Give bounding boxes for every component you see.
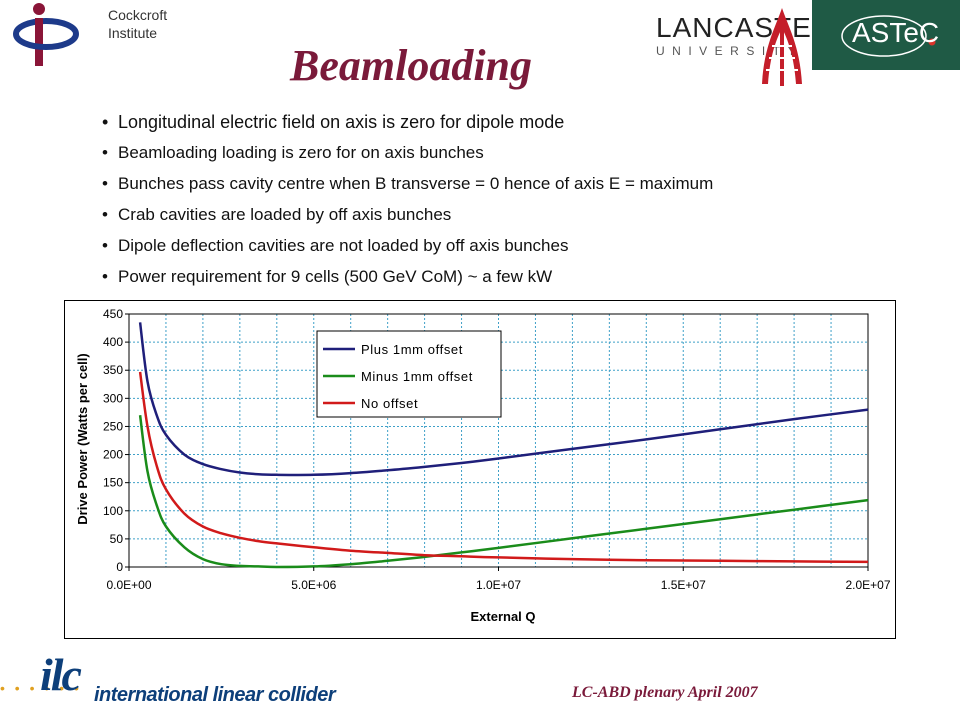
ilc-logo: ilc: [40, 649, 82, 700]
bullet-text: Bunches pass cavity centre when B transv…: [118, 174, 714, 193]
astec-label: ASTeC: [852, 17, 940, 48]
x-tick-label: 1.0E+07: [476, 578, 521, 592]
page-title: Beamloading: [290, 41, 533, 90]
ilc-dots-decoration: • • • • • •: [0, 680, 82, 696]
y-axis-label: Drive Power (Watts per cell): [75, 353, 90, 524]
chart-frame: 0 50 100 150 200 250 300 350 400 450 0.0E+00 5.0E+0…: [64, 300, 896, 639]
y-tick-label: 100: [103, 504, 123, 518]
lancaster-logo-text: LANCASTER UNIVERSITY: [656, 12, 834, 59]
bullet-item: • Crab cavities are loaded by off axis bu…: [102, 205, 452, 224]
y-tick-label: 350: [103, 363, 123, 377]
bullet-text: Longitudinal electric field on axis is z…: [118, 112, 565, 132]
y-tick-label: 400: [103, 335, 123, 349]
ilc-name: international linear collider: [94, 684, 336, 706]
y-tick-label: 0: [116, 560, 123, 574]
x-tick-label: 2.0E+07: [845, 578, 890, 592]
cockcroft-institute-logo: [13, 3, 79, 66]
chart-series-layer: [138, 322, 869, 569]
astec-swoosh-icon: [841, 15, 936, 57]
bullet-list: • Longitudinal electric field on axis is …: [102, 108, 922, 294]
x-axis-label: External Q: [470, 609, 535, 624]
y-tick-label: 450: [103, 307, 123, 321]
bullet-text: Beamloading loading is zero for on axis …: [118, 143, 484, 162]
y-tick-label: 200: [103, 448, 123, 462]
cockcroft-institute-label: Cockcroft Institute: [108, 6, 167, 42]
bullet-text: Dipole deflection cavities are not loade…: [118, 236, 569, 255]
drive-power-chart: 0 50 100 150 200 250 300 350 400 450 0.0E+00 5.0E+0…: [75, 307, 891, 624]
lancaster-sub: UNIVERSITY: [656, 44, 804, 58]
legend-label: Minus 1mm offset: [361, 369, 473, 384]
ci-line-2: Institute: [108, 25, 158, 41]
x-tick-label: 1.5E+07: [661, 578, 706, 592]
series-line-2: [138, 371, 869, 564]
lancaster-crest-icon: [762, 8, 802, 86]
y-tick-label: 250: [103, 419, 123, 433]
legend-label: No offset: [361, 396, 418, 411]
bullet-item: • Beamloading loading is zero for on axis…: [102, 143, 484, 162]
x-tick-label: 5.0E+06: [291, 578, 336, 592]
bullet-item: • Dipole deflection cavities are not load…: [102, 236, 569, 255]
chart-legend: Plus 1mm offset Minus 1mm offset No offset: [316, 330, 502, 418]
bullet-text: Power requirement for 9 cells (500 GeV C…: [118, 267, 553, 286]
chart-tick-layer: 0 50 100 150 200 250 300 350 400 450 0.0E+00 5.0E+0…: [103, 307, 891, 592]
bullet-item: • Bunches pass cavity centre when B trans…: [102, 174, 714, 193]
lancaster-main: LANCASTER: [656, 12, 834, 43]
ci-line-1: Cockcroft: [108, 7, 168, 23]
y-tick-label: 300: [103, 391, 123, 405]
bullet-text: Crab cavities are loaded by off axis bun…: [118, 205, 452, 224]
series-line-0: [138, 322, 869, 477]
legend-label: Plus 1mm offset: [361, 342, 463, 357]
series-line-1: [138, 415, 869, 569]
footer-event-label: LC-ABD plenary April 2007: [572, 684, 758, 701]
bullet-item: • Longitudinal electric field on axis is …: [102, 112, 565, 132]
y-tick-label: 150: [103, 476, 123, 490]
astec-logo: ASTeC: [812, 0, 960, 70]
x-tick-label: 0.0E+00: [106, 578, 151, 592]
bullet-item: • Power requirement for 9 cells (500 GeV …: [102, 267, 553, 286]
y-tick-label: 50: [110, 532, 124, 546]
